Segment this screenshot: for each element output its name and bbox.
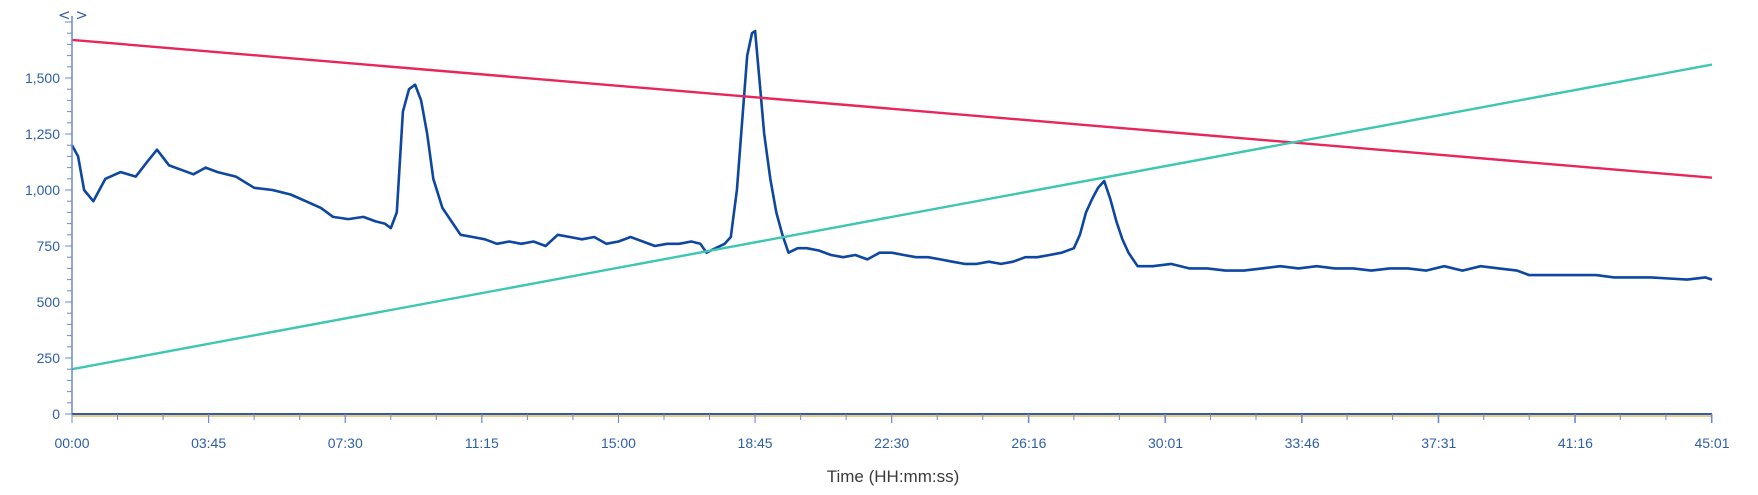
y-tick-label: 500 [37, 294, 61, 310]
x-tick-label: 15:00 [601, 435, 636, 451]
x-tick-label: 45:01 [1694, 435, 1729, 451]
axes: 0 250 500 750 1,000 1,250 1,500 00:00 03:45 07:30… [25, 16, 1730, 451]
x-tick-label: 33:46 [1285, 435, 1320, 451]
x-tick-label: 03:45 [191, 435, 226, 451]
y-tick-label: 1,500 [25, 70, 60, 86]
x-tick-label: 30:01 [1148, 435, 1183, 451]
x-tick-label: 00:00 [54, 435, 89, 451]
x-tick-label: 41:16 [1558, 435, 1593, 451]
x-tick-label: 11:15 [465, 435, 499, 451]
series-group [70, 29, 1713, 371]
x-tick-label: 07:30 [328, 435, 363, 451]
y-tick-label: 250 [37, 350, 61, 366]
y-tick-label: 0 [52, 406, 60, 422]
y-tick-label: 750 [37, 238, 61, 254]
series-line-1 [70, 29, 1713, 281]
x-tick-label: 18:45 [738, 435, 773, 451]
chart-nav-arrows[interactable]: < > [58, 6, 88, 24]
series-line-3 [71, 63, 1713, 371]
y-tick-label: 1,250 [25, 126, 60, 142]
x-tick-label: 22:30 [874, 435, 909, 451]
x-tick-label: 37:31 [1421, 435, 1456, 451]
series-line-2 [71, 38, 1713, 179]
x-axis-title: Time (HH:mm:ss) [827, 467, 960, 486]
y-tick-label: 1,000 [25, 182, 60, 198]
x-tick-label: 26:16 [1011, 435, 1046, 451]
